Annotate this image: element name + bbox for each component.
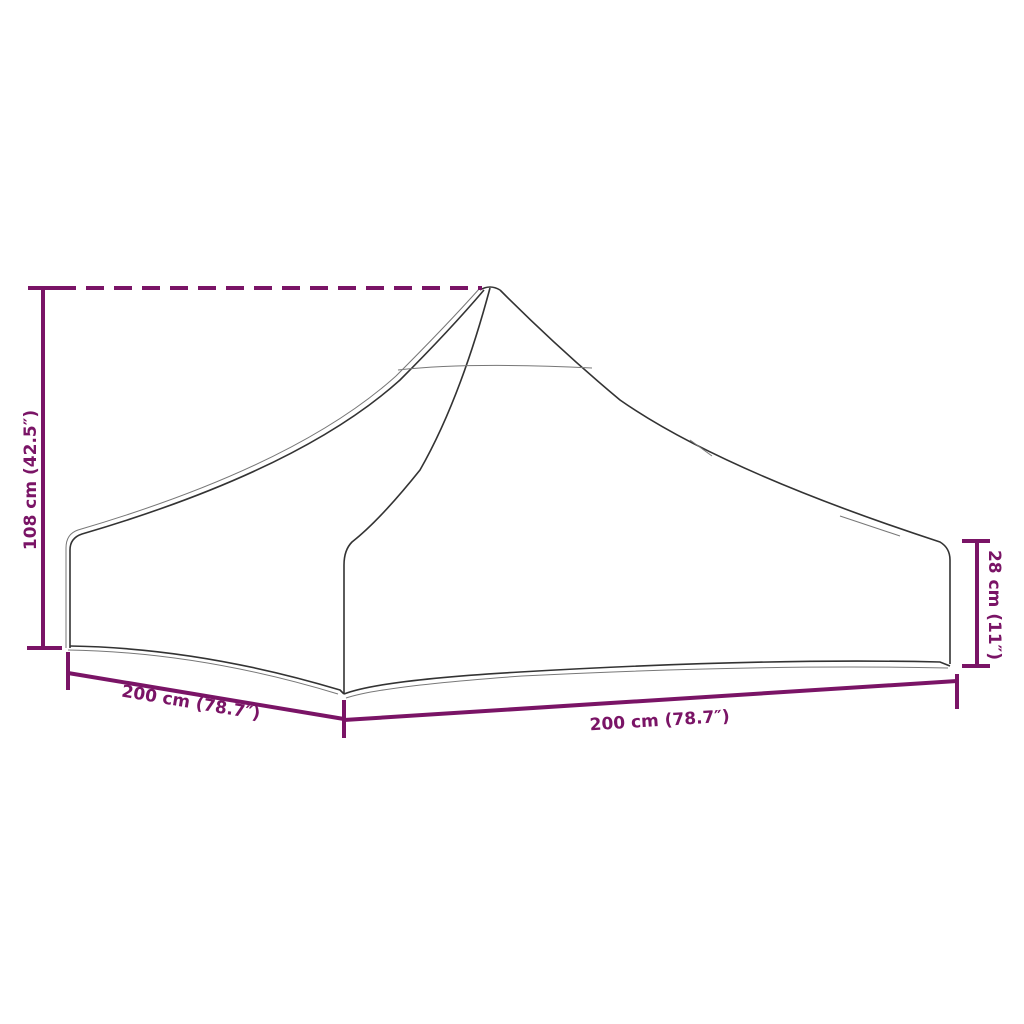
width-label: 200 cm (78.7″) [589,707,730,736]
depth-dimension: 200 cm (78.7″) [66,652,346,738]
side-height-label: 28 cm (11″) [984,550,1004,660]
canopy-roof-drawing [65,286,951,699]
height-total-dimension: 108 cm (42.5″) [21,286,482,650]
side-height-dimension: 28 cm (11″) [962,539,1004,668]
height-total-label: 108 cm (42.5″) [21,410,41,550]
depth-label: 200 cm (78.7″) [120,682,262,725]
